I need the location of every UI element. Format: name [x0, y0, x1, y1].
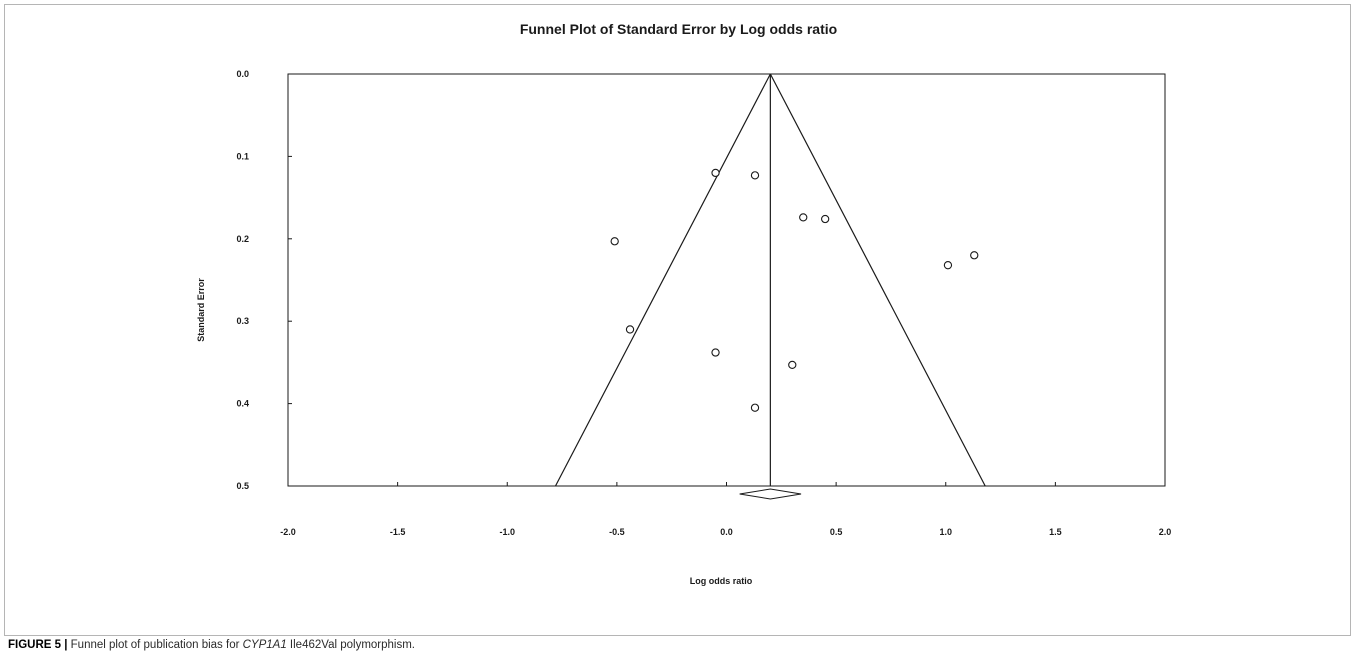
y-tick-label: 0.1: [236, 151, 249, 161]
x-tick-label: 1.5: [1049, 527, 1062, 537]
x-axis-label: Log odds ratio: [690, 576, 753, 586]
study-point: [943, 261, 953, 270]
funnel-right-line: [769, 73, 986, 487]
x-tick-label: -1.5: [390, 527, 406, 537]
caption-text-after: Ile462Val polymorphism.: [286, 639, 415, 651]
x-tick-label: 0.0: [720, 527, 733, 537]
study-point: [610, 237, 619, 246]
y-tick-label: 0.4: [236, 399, 249, 409]
chart-title: Funnel Plot of Standard Error by Log odd…: [519, 21, 838, 37]
figure-caption: FIGURE 5 | Funnel plot of publication bi…: [8, 639, 415, 651]
study-point: [750, 171, 760, 180]
funnel-plot: -2.0 -1.5 -1.0 -0.5 0.0 0.5 1.0 1.5 2.0 0.0 0.1 0.2…: [196, 69, 1172, 586]
study-point: [799, 213, 808, 222]
y-tick-label: 0.2: [236, 234, 249, 244]
summary-diamond: [739, 488, 802, 500]
study-point: [625, 325, 635, 334]
study-point: [711, 348, 720, 357]
study-point: [970, 251, 979, 260]
y-axis-label: Standard Error: [196, 278, 206, 342]
caption-gene: CYP1A1: [242, 639, 287, 651]
x-tick-label: -1.0: [499, 527, 515, 537]
plot-frame: [287, 73, 1166, 487]
caption-text-before: Funnel plot of publication bias for: [67, 639, 243, 651]
study-point: [711, 168, 720, 178]
study-point: [750, 403, 760, 412]
x-tick-label: 0.5: [830, 527, 843, 537]
x-tick-label: 1.0: [939, 527, 952, 537]
x-tick-label: -0.5: [609, 527, 625, 537]
study-point: [821, 214, 830, 224]
y-tick-label: 0.0: [236, 69, 249, 79]
x-tick-label: -2.0: [280, 527, 296, 537]
x-tick-label: 2.0: [1159, 527, 1172, 537]
figure-frame: [4, 4, 1351, 636]
study-point: [788, 360, 797, 370]
y-tick-label: 0.5: [236, 481, 249, 491]
y-tick-label: 0.3: [236, 316, 249, 326]
funnel-left-line: [554, 73, 771, 487]
figure-label: FIGURE 5 |: [8, 639, 68, 651]
